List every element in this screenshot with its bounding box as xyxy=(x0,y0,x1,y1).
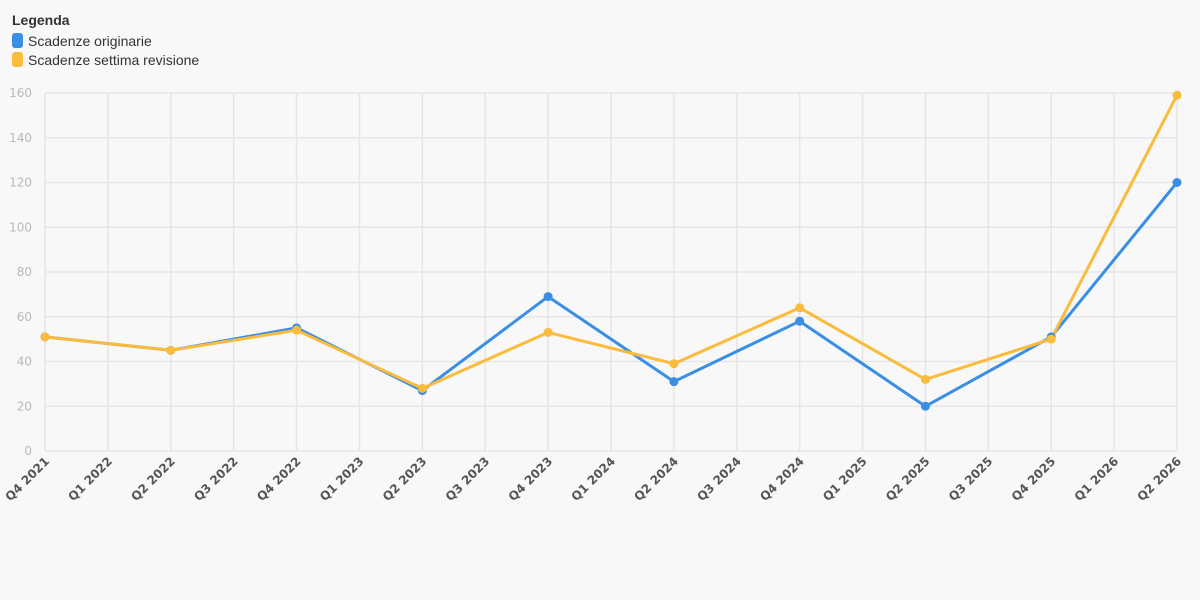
data-point-series-1[interactable] xyxy=(1172,90,1182,100)
y-tick-label: 140 xyxy=(9,131,32,145)
legend-swatch-series-0 xyxy=(12,33,23,48)
data-point-series-1[interactable] xyxy=(543,327,553,337)
x-tick-label: Q2 2025 xyxy=(883,454,933,504)
legend-swatch-series-1 xyxy=(12,52,23,67)
x-tick-label: Q1 2024 xyxy=(569,454,619,504)
x-axis-ticks: Q4 2021 Q1 2022 Q2 2022 Q3 2022 Q4 2022 Q1 20… xyxy=(3,454,1185,504)
y-tick-label: 0 xyxy=(24,444,32,458)
x-tick-label: Q1 2026 xyxy=(1072,454,1122,504)
x-tick-label: Q2 2024 xyxy=(631,454,681,504)
y-tick-label: 120 xyxy=(9,176,32,190)
data-point-series-0[interactable] xyxy=(543,292,553,302)
legend-label-series-1: Scadenze settima revisione xyxy=(28,51,200,68)
x-tick-label: Q4 2025 xyxy=(1009,454,1059,504)
legend-label-series-0: Scadenze originarie xyxy=(28,32,152,49)
legend-title: Legenda xyxy=(12,12,70,28)
x-tick-label: Q2 2023 xyxy=(380,454,430,504)
x-tick-label: Q1 2025 xyxy=(820,454,870,504)
legend-item-series-0[interactable]: Scadenze originarie xyxy=(12,31,199,50)
y-tick-label: 40 xyxy=(17,355,32,369)
y-tick-label: 100 xyxy=(9,220,32,234)
x-tick-label: Q4 2024 xyxy=(757,454,807,504)
x-tick-label: Q3 2024 xyxy=(694,454,744,504)
data-point-series-0[interactable] xyxy=(795,316,805,326)
data-point-series-1[interactable] xyxy=(166,345,176,355)
data-point-series-1[interactable] xyxy=(292,325,302,335)
data-point-series-0[interactable] xyxy=(669,377,679,387)
data-point-series-1[interactable] xyxy=(417,383,427,393)
chart-series xyxy=(40,90,1182,411)
x-tick-label: Q2 2022 xyxy=(128,454,178,504)
data-point-series-1[interactable] xyxy=(669,359,679,369)
data-point-series-0[interactable] xyxy=(920,401,930,411)
y-tick-label: 80 xyxy=(17,265,32,279)
x-tick-label: Q3 2022 xyxy=(191,454,241,504)
data-point-series-1[interactable] xyxy=(1046,334,1056,344)
x-tick-label: Q1 2022 xyxy=(65,454,115,504)
y-tick-label: 160 xyxy=(9,86,32,100)
x-tick-label: Q3 2025 xyxy=(946,454,996,504)
chart-legend: Legenda Scadenze originarie Scadenze set… xyxy=(12,12,199,69)
y-tick-label: 20 xyxy=(17,399,32,413)
data-point-series-1[interactable] xyxy=(795,303,805,313)
data-point-series-0[interactable] xyxy=(1172,178,1182,187)
y-axis-ticks: 0 20 40 60 80 100 120 140 160 xyxy=(9,86,32,458)
x-tick-label: Q3 2023 xyxy=(443,454,493,504)
x-tick-label: Q4 2021 xyxy=(3,454,53,504)
chart-grid xyxy=(44,92,1178,452)
y-tick-label: 60 xyxy=(17,310,32,324)
series-line-1 xyxy=(44,94,1179,390)
data-point-series-1[interactable] xyxy=(40,332,50,342)
legend-item-series-1[interactable]: Scadenze settima revisione xyxy=(12,50,199,69)
x-tick-label: Q1 2023 xyxy=(317,454,367,504)
x-tick-label: Q4 2023 xyxy=(506,454,556,504)
x-tick-label: Q4 2022 xyxy=(254,454,304,504)
data-point-series-1[interactable] xyxy=(920,374,930,384)
x-tick-label: Q2 2026 xyxy=(1135,454,1185,504)
